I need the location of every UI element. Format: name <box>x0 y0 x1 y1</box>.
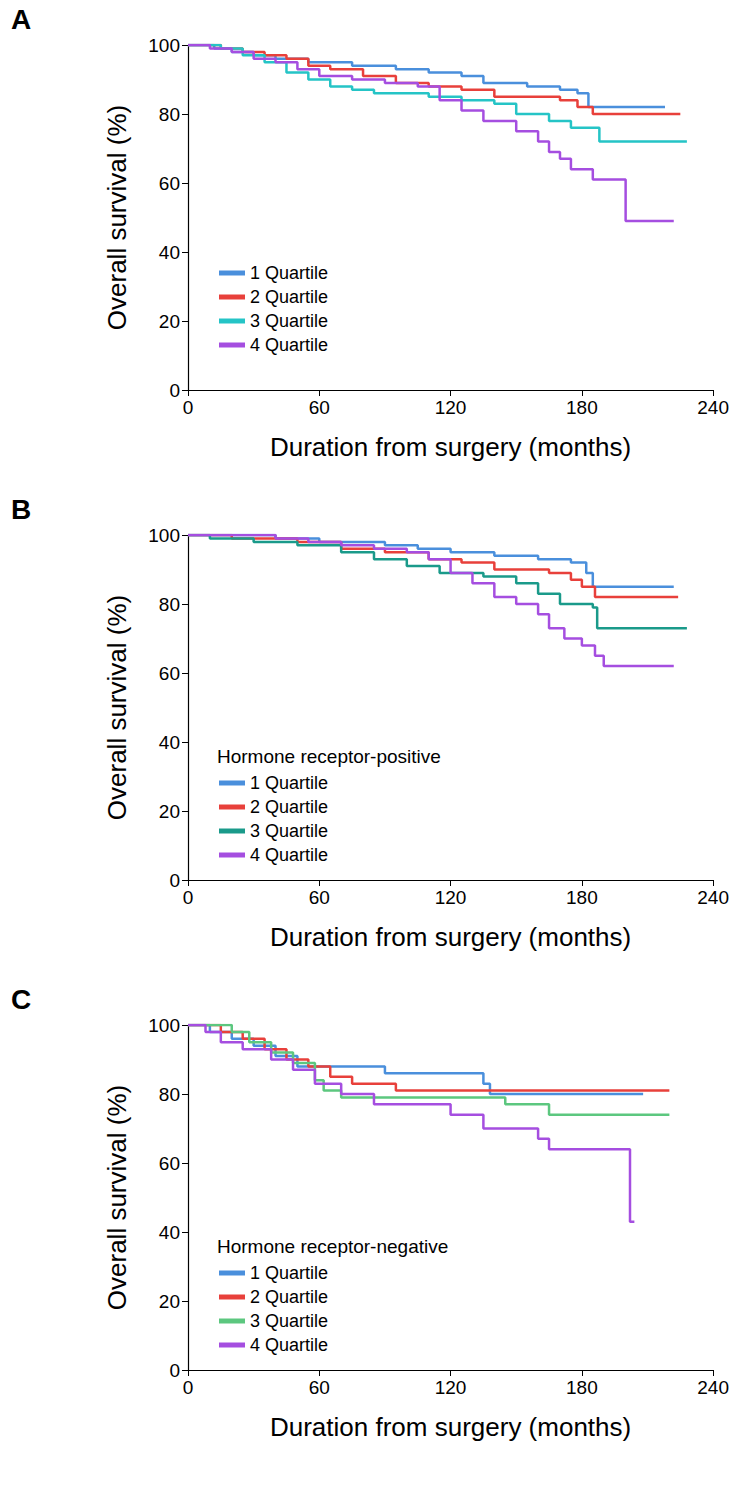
svg-text:1 Quartile: 1 Quartile <box>250 263 328 283</box>
svg-text:0: 0 <box>183 887 194 908</box>
svg-text:180: 180 <box>566 887 598 908</box>
svg-text:40: 40 <box>159 242 180 263</box>
svg-text:3 Quartile: 3 Quartile <box>250 1311 328 1331</box>
svg-text:4 Quartile: 4 Quartile <box>250 845 328 865</box>
svg-text:Overall survival (%): Overall survival (%) <box>102 595 132 820</box>
svg-text:180: 180 <box>566 1377 598 1398</box>
svg-text:60: 60 <box>309 887 330 908</box>
svg-text:3 Quartile: 3 Quartile <box>250 821 328 841</box>
svg-text:Overall survival (%): Overall survival (%) <box>102 1085 132 1310</box>
svg-text:A: A <box>11 4 31 35</box>
svg-text:80: 80 <box>159 594 180 615</box>
svg-text:100: 100 <box>148 525 180 546</box>
svg-text:0: 0 <box>183 397 194 418</box>
svg-text:60: 60 <box>159 173 180 194</box>
svg-text:B: B <box>11 494 31 525</box>
svg-text:Duration from surgery (months): Duration from surgery (months) <box>270 1412 631 1442</box>
svg-text:120: 120 <box>435 1377 467 1398</box>
svg-text:100: 100 <box>148 35 180 56</box>
svg-text:60: 60 <box>159 663 180 684</box>
svg-text:2 Quartile: 2 Quartile <box>250 287 328 307</box>
svg-text:Hormone receptor-negative: Hormone receptor-negative <box>217 1236 448 1257</box>
svg-text:C: C <box>11 984 31 1015</box>
svg-text:Duration from surgery (months): Duration from surgery (months) <box>270 922 631 952</box>
svg-text:20: 20 <box>159 311 180 332</box>
svg-text:100: 100 <box>148 1015 180 1036</box>
svg-text:60: 60 <box>159 1153 180 1174</box>
svg-text:0: 0 <box>183 1377 194 1398</box>
svg-text:Overall survival (%): Overall survival (%) <box>102 105 132 330</box>
svg-text:240: 240 <box>697 1377 729 1398</box>
svg-text:120: 120 <box>435 397 467 418</box>
svg-text:3 Quartile: 3 Quartile <box>250 311 328 331</box>
svg-text:60: 60 <box>309 1377 330 1398</box>
svg-text:40: 40 <box>159 732 180 753</box>
svg-text:2 Quartile: 2 Quartile <box>250 1287 328 1307</box>
svg-text:4 Quartile: 4 Quartile <box>250 335 328 355</box>
svg-text:80: 80 <box>159 104 180 125</box>
svg-text:1 Quartile: 1 Quartile <box>250 1263 328 1283</box>
svg-text:0: 0 <box>169 380 180 401</box>
svg-text:0: 0 <box>169 870 180 891</box>
svg-text:120: 120 <box>435 887 467 908</box>
svg-text:60: 60 <box>309 397 330 418</box>
svg-text:0: 0 <box>169 1360 180 1381</box>
svg-text:240: 240 <box>697 887 729 908</box>
svg-text:4 Quartile: 4 Quartile <box>250 1335 328 1355</box>
svg-text:80: 80 <box>159 1084 180 1105</box>
svg-text:40: 40 <box>159 1222 180 1243</box>
svg-text:240: 240 <box>697 397 729 418</box>
svg-text:Hormone receptor-positive: Hormone receptor-positive <box>217 746 441 767</box>
svg-text:20: 20 <box>159 1291 180 1312</box>
svg-text:Duration from surgery (months): Duration from surgery (months) <box>270 432 631 462</box>
svg-text:20: 20 <box>159 801 180 822</box>
svg-text:2 Quartile: 2 Quartile <box>250 797 328 817</box>
svg-text:180: 180 <box>566 397 598 418</box>
svg-text:1 Quartile: 1 Quartile <box>250 773 328 793</box>
